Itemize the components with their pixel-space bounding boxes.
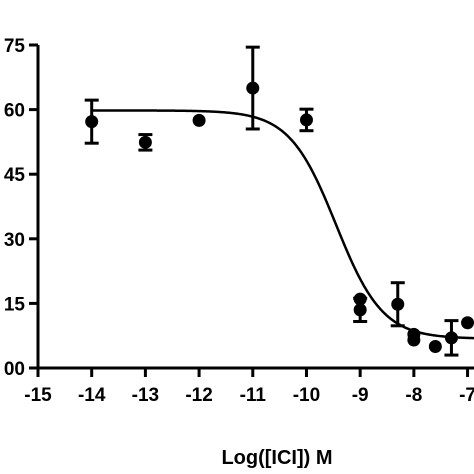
data-point [138, 135, 152, 149]
x-tick-label: -12 [185, 385, 212, 406]
data-point [428, 339, 442, 353]
data-point [444, 331, 458, 345]
data-point [192, 113, 206, 127]
data-point [407, 333, 421, 347]
y-tick-label: 60 [4, 101, 25, 122]
y-tick-label: 00 [4, 359, 25, 380]
x-tick-label: -11 [240, 385, 267, 406]
x-tick-label: -9 [352, 385, 369, 406]
data-point [461, 316, 474, 330]
data-point [246, 81, 260, 95]
data-point [391, 297, 405, 311]
data-point [299, 113, 313, 127]
data-point [353, 303, 367, 317]
y-tick-label: 75 [4, 36, 26, 57]
x-tick-label: -7 [459, 385, 474, 406]
y-tick-label: 30 [4, 230, 25, 251]
data-point [85, 115, 99, 129]
y-tick-label: 45 [4, 165, 26, 186]
x-tick-label: -13 [132, 385, 159, 406]
axes [29, 43, 474, 377]
x-tick-label: -8 [405, 385, 422, 406]
x-tick-label: -10 [293, 385, 320, 406]
x-axis-title: Log([ICI]) M [221, 447, 332, 469]
y-tick-label: 15 [4, 294, 26, 315]
x-tick-label: -14 [78, 385, 106, 406]
x-tick-label: -15 [24, 385, 52, 406]
data-points-layer [84, 45, 474, 357]
tick-labels-layer: 00 15 30 45 60 75 -15 -14 -13 -12 -11 -10 -9 -8 -7 [4, 36, 474, 406]
